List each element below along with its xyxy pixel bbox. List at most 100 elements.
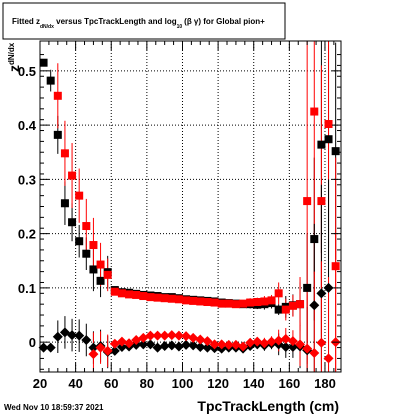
data-point-diamond xyxy=(280,342,291,353)
data-point-diamond xyxy=(309,300,320,311)
data-point-diamond xyxy=(259,338,270,349)
data-point-diamond xyxy=(138,339,149,350)
footer-timestamp: Wed Nov 10 18:59:37 2021 xyxy=(4,403,104,412)
data-point-square xyxy=(267,296,276,305)
y-axis-label-main: z xyxy=(6,65,22,72)
data-point-square xyxy=(160,294,169,303)
data-point-diamond xyxy=(316,288,327,299)
data-point-diamond xyxy=(159,340,170,351)
data-point-diamond xyxy=(88,342,99,353)
x-tick-label: 80 xyxy=(140,376,154,391)
plot-area xyxy=(40,41,341,372)
data-point-square xyxy=(217,299,226,308)
data-point-square xyxy=(331,262,340,271)
data-point-square xyxy=(132,290,141,299)
x-tick-label: 120 xyxy=(207,376,229,391)
data-point-diamond xyxy=(124,338,135,349)
data-point-diamond xyxy=(166,340,177,351)
data-point-diamond xyxy=(181,339,192,350)
data-point-diamond xyxy=(159,330,170,341)
data-point-square xyxy=(210,298,219,307)
data-point-square xyxy=(60,199,69,208)
data-point-diamond xyxy=(202,342,213,353)
y-axis-label: zdN/dx xyxy=(6,42,22,72)
data-point-diamond xyxy=(195,334,206,345)
y-tick-label: 0.4 xyxy=(18,118,37,133)
data-point-diamond xyxy=(188,332,199,343)
data-point-diamond xyxy=(245,337,256,348)
data-point-square xyxy=(68,171,77,180)
data-point-square xyxy=(167,294,176,303)
x-tick-label: 100 xyxy=(172,376,194,391)
grid xyxy=(40,41,341,372)
data-point-square xyxy=(274,289,283,298)
x-tick-label: 60 xyxy=(104,376,118,391)
data-point-square xyxy=(196,297,205,306)
data-point-square xyxy=(153,293,162,302)
data-point-square xyxy=(82,222,91,231)
x-axis-ticks: 20 40 60 80 100 120 140 160 180 xyxy=(33,41,336,391)
data-point-diamond xyxy=(323,282,334,293)
data-point-square xyxy=(60,149,69,158)
data-point-diamond xyxy=(238,341,249,352)
data-point-diamond xyxy=(145,330,156,341)
data-point-square xyxy=(317,140,326,149)
data-point-square xyxy=(296,300,305,309)
y-tick-label: 0.3 xyxy=(18,172,36,187)
data-point-diamond xyxy=(295,339,306,350)
data-point-diamond xyxy=(116,342,127,353)
data-point-diamond xyxy=(67,330,78,341)
y-tick-label: 0.1 xyxy=(18,281,36,296)
y-tick-label: 0.5 xyxy=(18,64,36,79)
data-point-diamond xyxy=(173,330,184,341)
data-point-diamond xyxy=(209,339,220,350)
x-tick-label: 20 xyxy=(33,376,47,391)
x-tick-label: 40 xyxy=(68,376,82,391)
data-point-diamond xyxy=(166,330,177,341)
data-point-square xyxy=(203,298,212,307)
data-point-diamond xyxy=(302,343,313,354)
data-point-square xyxy=(224,299,233,308)
data-point-diamond xyxy=(202,336,213,347)
title-sub: dN/dx xyxy=(40,24,54,30)
data-point-square xyxy=(288,301,297,310)
data-point-square xyxy=(246,298,255,307)
data-point-square xyxy=(89,241,98,250)
data-point-diamond xyxy=(323,353,334,364)
title-sub2: 10 xyxy=(177,24,183,30)
data-point-square xyxy=(125,290,134,299)
data-point-diamond xyxy=(88,349,99,360)
y-axis-ticks: 0 0.1 0.2 0.3 0.4 0.5 xyxy=(18,54,341,370)
data-point-square xyxy=(103,270,112,279)
data-point-square xyxy=(53,130,62,139)
data-point-square xyxy=(189,296,198,305)
data-point-diamond xyxy=(116,336,127,347)
data-point-square xyxy=(324,120,333,129)
data-point-square xyxy=(231,300,240,309)
data-point-diamond xyxy=(74,330,85,341)
data-point-square xyxy=(310,107,319,116)
data-point-diamond xyxy=(45,342,56,353)
data-point-square xyxy=(82,249,91,258)
data-point-diamond xyxy=(109,345,120,356)
data-point-square xyxy=(260,297,269,306)
data-point-diamond xyxy=(195,342,206,353)
data-point-square xyxy=(274,305,283,314)
data-point-diamond xyxy=(273,335,284,346)
data-point-diamond xyxy=(145,339,156,350)
data-point-diamond xyxy=(173,341,184,352)
data-point-diamond xyxy=(287,336,298,347)
data-point-diamond xyxy=(102,345,113,356)
y-axis-label-sub: dN/dx xyxy=(7,42,16,65)
data-point-square xyxy=(303,197,312,206)
x-tick-label: 160 xyxy=(278,376,300,391)
data-point-square xyxy=(303,283,312,292)
data-point-square xyxy=(46,76,55,85)
data-point-square xyxy=(317,197,326,206)
data-point-square xyxy=(174,295,183,304)
data-point-square xyxy=(139,292,148,301)
data-point-square xyxy=(68,218,77,227)
x-axis-label: TpcTrackLength (cm) xyxy=(197,398,339,414)
data-point-square xyxy=(331,147,340,156)
